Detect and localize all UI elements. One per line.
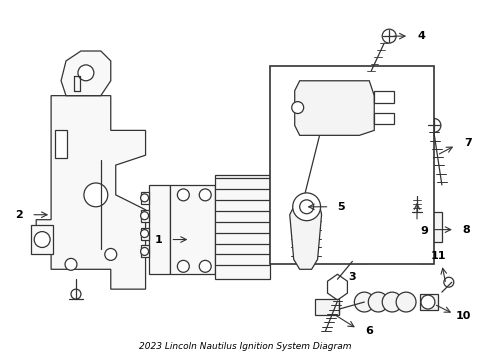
- Circle shape: [411, 184, 423, 196]
- Bar: [55, 130, 67, 158]
- Polygon shape: [36, 96, 146, 289]
- Bar: [270, 66, 434, 264]
- Polygon shape: [290, 205, 321, 269]
- Circle shape: [292, 102, 304, 113]
- Polygon shape: [294, 81, 374, 135]
- Circle shape: [427, 118, 441, 132]
- Bar: [141, 228, 148, 239]
- Circle shape: [105, 248, 117, 260]
- Bar: [141, 210, 148, 222]
- Circle shape: [141, 247, 148, 255]
- Circle shape: [199, 189, 211, 201]
- Bar: [419, 253, 433, 264]
- Circle shape: [273, 249, 283, 260]
- Bar: [31, 225, 53, 255]
- Bar: [350, 251, 368, 264]
- Bar: [148, 185, 171, 274]
- Text: 1: 1: [155, 234, 163, 244]
- Polygon shape: [327, 274, 347, 300]
- Bar: [141, 192, 148, 204]
- Circle shape: [382, 29, 396, 43]
- Bar: [215, 175, 270, 279]
- Text: 8: 8: [463, 225, 470, 235]
- Bar: [270, 195, 285, 260]
- Bar: [315, 299, 340, 315]
- Bar: [374, 113, 394, 125]
- Bar: [432, 212, 442, 242]
- Bar: [141, 246, 148, 257]
- Circle shape: [421, 295, 435, 309]
- Text: 3: 3: [348, 272, 356, 282]
- Circle shape: [354, 292, 374, 312]
- Bar: [402, 220, 432, 239]
- Text: 10: 10: [456, 311, 471, 321]
- Circle shape: [368, 292, 388, 312]
- Circle shape: [396, 292, 416, 312]
- Circle shape: [293, 193, 320, 221]
- Text: 6: 6: [366, 326, 373, 336]
- Polygon shape: [61, 51, 111, 96]
- Text: 5: 5: [338, 202, 345, 212]
- Circle shape: [71, 289, 81, 299]
- Circle shape: [141, 212, 148, 220]
- Text: 7: 7: [464, 138, 471, 148]
- Circle shape: [78, 65, 94, 81]
- Text: 2: 2: [16, 210, 23, 220]
- Circle shape: [300, 200, 314, 214]
- Circle shape: [382, 292, 402, 312]
- Circle shape: [199, 260, 211, 272]
- Text: 9: 9: [420, 226, 428, 236]
- Bar: [407, 239, 427, 253]
- Text: 2023 Lincoln Nautilus Ignition System Diagram: 2023 Lincoln Nautilus Ignition System Di…: [139, 342, 351, 351]
- Bar: [420, 294, 438, 310]
- Bar: [374, 91, 394, 103]
- Circle shape: [141, 230, 148, 238]
- Circle shape: [177, 260, 189, 272]
- Circle shape: [177, 189, 189, 201]
- Circle shape: [141, 194, 148, 202]
- Bar: [171, 185, 215, 274]
- Bar: [412, 202, 424, 220]
- Circle shape: [300, 190, 310, 200]
- Text: 4: 4: [417, 31, 425, 41]
- Circle shape: [84, 183, 108, 207]
- Circle shape: [34, 231, 50, 247]
- Circle shape: [65, 258, 77, 270]
- Circle shape: [273, 195, 283, 205]
- Circle shape: [444, 277, 454, 287]
- Text: 11: 11: [431, 251, 447, 261]
